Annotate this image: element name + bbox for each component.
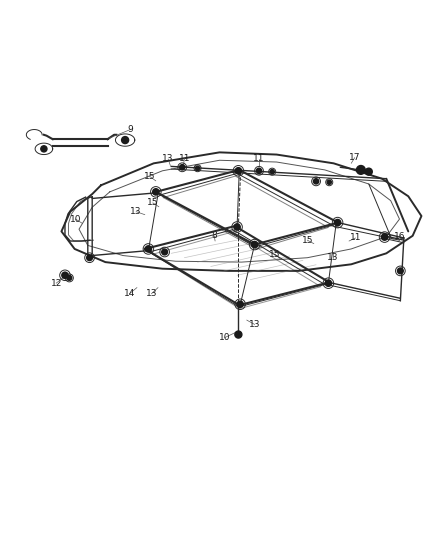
Circle shape [364, 168, 371, 175]
Text: 16: 16 [393, 232, 404, 241]
Circle shape [269, 169, 274, 174]
Text: 12: 12 [50, 279, 62, 288]
Circle shape [234, 331, 241, 338]
Circle shape [161, 249, 167, 255]
Text: 14: 14 [124, 289, 135, 298]
Text: 11: 11 [253, 154, 264, 163]
Circle shape [326, 180, 331, 184]
Circle shape [86, 255, 92, 261]
Circle shape [396, 268, 403, 274]
Circle shape [235, 168, 241, 174]
Text: 9: 9 [127, 125, 133, 134]
Text: 13: 13 [130, 207, 141, 216]
Circle shape [152, 189, 159, 195]
Circle shape [251, 241, 257, 248]
Circle shape [334, 220, 340, 226]
Text: 13: 13 [162, 155, 173, 164]
Circle shape [179, 165, 184, 170]
Circle shape [62, 272, 68, 278]
Circle shape [325, 280, 331, 286]
Text: 10: 10 [219, 333, 230, 342]
Text: 8: 8 [211, 231, 217, 240]
Text: 11: 11 [178, 154, 190, 163]
Circle shape [381, 234, 387, 240]
Circle shape [233, 224, 240, 230]
Text: 15: 15 [147, 198, 158, 207]
Text: 15: 15 [143, 172, 155, 181]
Circle shape [313, 179, 318, 184]
Circle shape [195, 166, 199, 170]
Text: 13: 13 [248, 320, 260, 329]
Circle shape [356, 166, 364, 174]
Text: 15: 15 [268, 249, 280, 259]
Text: 10: 10 [70, 215, 81, 223]
Text: 15: 15 [301, 236, 312, 245]
Circle shape [256, 168, 261, 173]
Circle shape [121, 136, 128, 143]
Text: 13: 13 [326, 253, 338, 262]
Circle shape [41, 146, 47, 152]
Circle shape [237, 301, 243, 308]
Circle shape [67, 276, 71, 280]
Text: 17: 17 [348, 153, 360, 162]
Circle shape [145, 246, 151, 252]
Text: 11: 11 [349, 233, 360, 243]
Text: 13: 13 [145, 289, 157, 298]
